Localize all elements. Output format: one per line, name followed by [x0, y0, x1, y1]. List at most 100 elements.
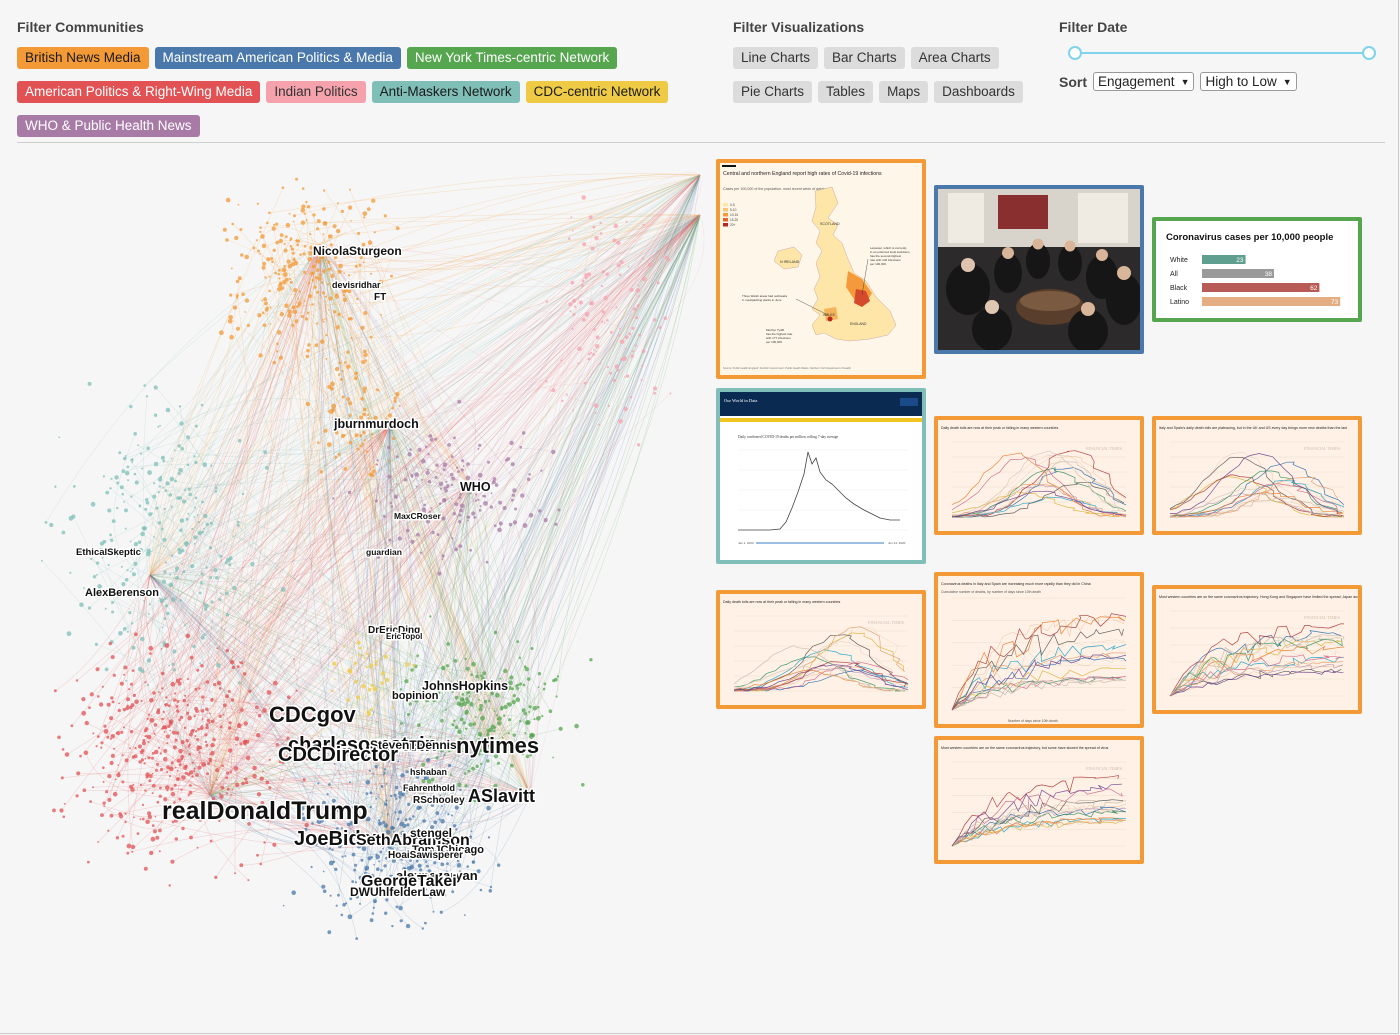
network-node	[335, 827, 339, 830]
node-label[interactable]: Fahrenthold	[402, 782, 457, 795]
network-node	[478, 749, 482, 753]
node-label[interactable]: GeorgeTakei	[360, 872, 459, 892]
community-tag[interactable]: British News Media	[17, 47, 149, 69]
node-label[interactable]: DrEricDing	[367, 624, 422, 638]
node-label[interactable]: nytimes	[455, 732, 541, 760]
network-node	[163, 570, 167, 574]
network-edge	[346, 290, 531, 796]
network-edge	[185, 484, 471, 767]
thumbnail-bar-chart[interactable]: Coronavirus cases per 10,000 people Whit…	[1152, 217, 1362, 322]
network-node	[306, 348, 310, 353]
node-label[interactable]: HoaiSawisperer	[387, 849, 465, 863]
network-node	[593, 348, 596, 351]
network-node	[548, 709, 553, 713]
node-label[interactable]: AlexBerenson	[84, 586, 161, 601]
node-label[interactable]: charlesornstein	[287, 733, 439, 758]
node-label[interactable]: MaxCRoser	[393, 510, 443, 523]
node-label[interactable]: devisridhar	[331, 279, 383, 292]
thumbnail-ft-daily-deaths-2[interactable]: Italy and Spain's daily death tolls are …	[1152, 416, 1362, 535]
node-label[interactable]: JohnsHopkins	[421, 678, 510, 695]
community-tag[interactable]: Indian Politics	[266, 81, 366, 103]
thumbnail-meeting-photo[interactable]	[934, 185, 1144, 354]
network-node	[252, 773, 257, 779]
network-node	[309, 245, 314, 250]
date-end-handle[interactable]	[1362, 46, 1376, 60]
node-label[interactable]: FT	[373, 291, 388, 305]
network-node	[131, 568, 134, 570]
thumbnail-ft-daily-deaths-3[interactable]: Daily death tolls are now at their peak …	[716, 590, 926, 709]
network-node	[229, 293, 233, 297]
community-tag[interactable]: WHO & Public Health News	[17, 115, 200, 137]
network-node	[106, 702, 111, 707]
network-node	[156, 710, 161, 715]
node-label[interactable]: StevenTDennis	[369, 737, 459, 754]
network-edge	[209, 771, 243, 804]
network-edge	[175, 244, 321, 741]
community-tag[interactable]: Anti-Maskers Network	[371, 81, 520, 103]
network-node	[321, 318, 324, 321]
node-label[interactable]: stengel	[409, 825, 454, 842]
node-label[interactable]: bopinion	[391, 689, 441, 704]
community-tag[interactable]: New York Times-centric Network	[406, 47, 618, 69]
network-node	[387, 413, 392, 418]
community-tag[interactable]: Mainstream American Politics & Media	[154, 47, 401, 69]
network-node	[388, 874, 394, 880]
node-label[interactable]: WHO	[459, 479, 493, 496]
network-node	[465, 697, 469, 701]
visualization-tag[interactable]: Line Charts	[733, 47, 819, 69]
date-start-handle[interactable]	[1068, 46, 1082, 60]
network-node	[160, 648, 163, 650]
network-edge	[389, 424, 528, 723]
node-label[interactable]: realDonaldTrump	[161, 796, 370, 827]
visualization-tag[interactable]: Dashboards	[934, 81, 1023, 103]
node-label[interactable]: RSchooley	[412, 794, 467, 808]
visualization-tag[interactable]: Tables	[818, 81, 874, 103]
node-label[interactable]: CDCDirector	[277, 743, 400, 768]
thumbnail-owid-chart[interactable]: Our World in Data Daily confirmed COVID-…	[716, 388, 926, 564]
visualization-tag[interactable]: Maps	[879, 81, 929, 103]
network-edge	[389, 424, 466, 720]
network-node	[464, 657, 467, 661]
visualization-tag[interactable]: Bar Charts	[824, 47, 905, 69]
node-label[interactable]: CDCgov	[268, 701, 359, 729]
node-label[interactable]: EricTopol	[385, 631, 424, 643]
ft-chart-title: Daily death tolls are now at their peak …	[941, 426, 1058, 430]
sort-order-select[interactable]: High to Low ▼	[1200, 72, 1297, 91]
node-label[interactable]: hshaban	[409, 766, 449, 779]
thumbnail-ft-cumulative-deaths[interactable]: Coronavirus deaths in Italy and Spain ar…	[934, 572, 1144, 728]
node-label[interactable]: TomJChicago	[411, 843, 486, 858]
network-edge	[209, 295, 249, 796]
network-edge	[319, 244, 402, 825]
node-label[interactable]: EthicalSkeptic	[75, 546, 143, 560]
community-tag[interactable]: American Politics & Right-Wing Media	[17, 81, 261, 103]
sort-by-select[interactable]: Engagement ▼	[1093, 72, 1195, 91]
network-node	[471, 661, 476, 667]
network-node	[463, 749, 468, 754]
node-label[interactable]: ASlavitt	[467, 785, 537, 808]
node-label[interactable]: SethAbramson	[355, 831, 472, 851]
community-tag[interactable]: CDC-centric Network	[525, 81, 669, 103]
thumbnail-ft-trajectory-2[interactable]: Most western countries are on the same c…	[934, 736, 1144, 864]
thumbnail-ft-trajectory-1[interactable]: Most western countries are on the same c…	[1152, 585, 1362, 714]
node-label[interactable]: JoeBiden	[293, 827, 386, 852]
network-edge	[149, 574, 353, 882]
thumbnail-uk-covid-map[interactable]: Central and northern England report high…	[716, 159, 926, 379]
visualization-tag[interactable]: Pie Charts	[733, 81, 813, 103]
node-label[interactable]: DWUhlfelderLaw	[349, 884, 448, 901]
network-node	[151, 824, 155, 827]
node-label[interactable]: jburnmurdoch	[332, 416, 421, 433]
network-edge	[338, 375, 471, 486]
network-edge	[149, 282, 281, 576]
network-edge	[241, 744, 491, 866]
visualization-tag[interactable]: Area Charts	[910, 47, 999, 69]
network-edge	[284, 282, 471, 486]
network-node	[209, 521, 213, 525]
node-label[interactable]: alexnazaryan	[395, 867, 480, 885]
network-node	[300, 208, 306, 213]
date-range-slider[interactable]	[1068, 46, 1376, 60]
thumbnail-ft-daily-deaths-1[interactable]: Daily death tolls are now at their peak …	[934, 416, 1144, 535]
node-label[interactable]: NicolaSturgeon	[312, 243, 404, 260]
network-edge	[380, 314, 531, 796]
node-label[interactable]: guardian	[365, 546, 404, 559]
